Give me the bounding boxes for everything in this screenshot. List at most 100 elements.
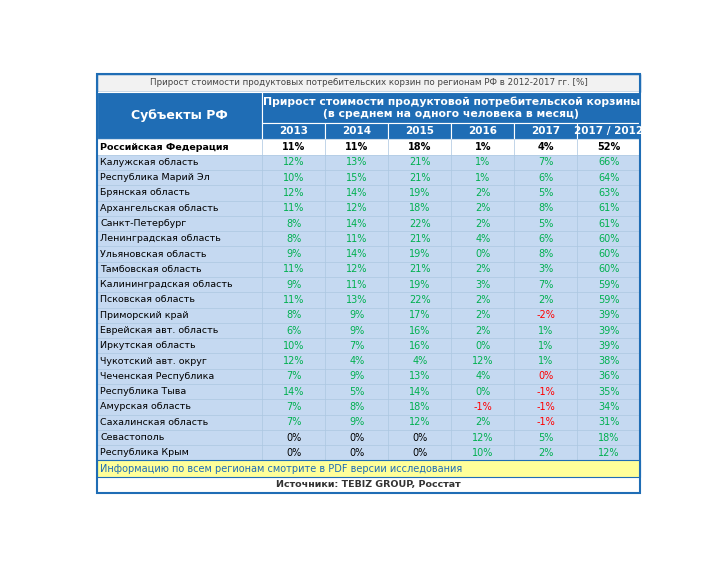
Bar <box>262 123 326 140</box>
Text: 2%: 2% <box>539 448 554 458</box>
Bar <box>262 338 326 353</box>
Text: 5%: 5% <box>349 387 365 397</box>
Text: 9%: 9% <box>349 325 365 335</box>
Bar <box>577 140 641 155</box>
Bar <box>577 231 641 246</box>
Text: 16%: 16% <box>409 341 431 351</box>
Bar <box>452 262 514 277</box>
Text: 8%: 8% <box>286 310 301 320</box>
Bar <box>577 123 641 140</box>
Text: 2%: 2% <box>475 310 490 320</box>
Text: Еврейская авт. область: Еврейская авт. область <box>101 326 219 335</box>
Bar <box>388 399 452 415</box>
Text: 4%: 4% <box>412 356 428 366</box>
Bar <box>262 92 641 123</box>
Text: 7%: 7% <box>286 371 302 381</box>
Bar <box>326 262 388 277</box>
Text: 39%: 39% <box>598 341 620 351</box>
Text: 12%: 12% <box>598 448 620 458</box>
Text: 1%: 1% <box>539 356 554 366</box>
Bar <box>388 140 452 155</box>
Bar <box>452 201 514 216</box>
Bar <box>262 140 326 155</box>
Text: 13%: 13% <box>347 295 367 305</box>
Bar <box>388 201 452 216</box>
Text: Ульяновская область: Ульяновская область <box>101 250 207 259</box>
Text: 2017: 2017 <box>531 126 561 136</box>
Bar <box>452 216 514 231</box>
Text: 18%: 18% <box>598 433 620 443</box>
Bar <box>452 185 514 201</box>
Bar <box>514 201 577 216</box>
Bar <box>452 415 514 430</box>
Bar <box>388 369 452 384</box>
Text: Калужская область: Калужская область <box>101 158 199 167</box>
Bar <box>326 307 388 323</box>
Text: 61%: 61% <box>598 203 620 213</box>
Bar <box>326 353 388 369</box>
Bar <box>96 231 262 246</box>
Bar <box>577 415 641 430</box>
Bar <box>262 155 326 170</box>
Text: 2014: 2014 <box>342 126 372 136</box>
Text: 0%: 0% <box>475 387 490 397</box>
Bar <box>514 292 577 307</box>
Bar <box>262 430 326 445</box>
Text: 3%: 3% <box>539 264 554 274</box>
Text: 5%: 5% <box>539 188 554 198</box>
Text: -1%: -1% <box>536 417 555 427</box>
Text: 2013: 2013 <box>280 126 308 136</box>
Bar <box>388 384 452 399</box>
Text: 1%: 1% <box>475 173 490 183</box>
Bar <box>326 430 388 445</box>
Text: 14%: 14% <box>283 387 305 397</box>
Bar <box>326 216 388 231</box>
Text: 64%: 64% <box>598 173 620 183</box>
Bar <box>514 246 577 262</box>
Text: Архангельская область: Архангельская область <box>101 204 219 213</box>
Text: 60%: 60% <box>598 249 620 259</box>
Text: 14%: 14% <box>347 219 367 228</box>
Text: 60%: 60% <box>598 234 620 244</box>
Bar <box>96 353 262 369</box>
Bar <box>96 399 262 415</box>
Text: 0%: 0% <box>349 433 365 443</box>
Text: 9%: 9% <box>286 249 301 259</box>
Text: 2%: 2% <box>475 295 490 305</box>
Text: 10%: 10% <box>283 173 305 183</box>
Bar <box>452 155 514 170</box>
Bar <box>577 216 641 231</box>
Text: 16%: 16% <box>409 325 431 335</box>
Bar <box>326 201 388 216</box>
Bar <box>452 338 514 353</box>
Text: 18%: 18% <box>409 203 431 213</box>
Bar <box>96 369 262 384</box>
Text: 1%: 1% <box>539 325 554 335</box>
Text: Информацию по всем регионам смотрите в PDF версии исследования: Информацию по всем регионам смотрите в P… <box>101 463 463 473</box>
Bar <box>326 170 388 185</box>
Text: Сахалинская область: Сахалинская область <box>101 418 209 427</box>
Bar <box>514 216 577 231</box>
Text: 9%: 9% <box>286 279 301 289</box>
Bar <box>326 384 388 399</box>
Text: 39%: 39% <box>598 310 620 320</box>
Bar <box>452 307 514 323</box>
Bar <box>577 323 641 338</box>
Bar <box>514 123 577 140</box>
Text: 13%: 13% <box>409 371 431 381</box>
Bar <box>577 292 641 307</box>
Text: 8%: 8% <box>286 234 301 244</box>
Bar <box>96 307 262 323</box>
Text: 12%: 12% <box>472 356 494 366</box>
Bar <box>514 445 577 461</box>
Bar <box>388 353 452 369</box>
Text: 0%: 0% <box>286 448 301 458</box>
Bar <box>262 201 326 216</box>
Text: 14%: 14% <box>347 188 367 198</box>
Text: Псковская область: Псковская область <box>101 296 196 305</box>
Bar <box>96 74 641 92</box>
Bar <box>452 246 514 262</box>
Bar <box>96 292 262 307</box>
Bar <box>388 430 452 445</box>
Text: -1%: -1% <box>536 402 555 412</box>
